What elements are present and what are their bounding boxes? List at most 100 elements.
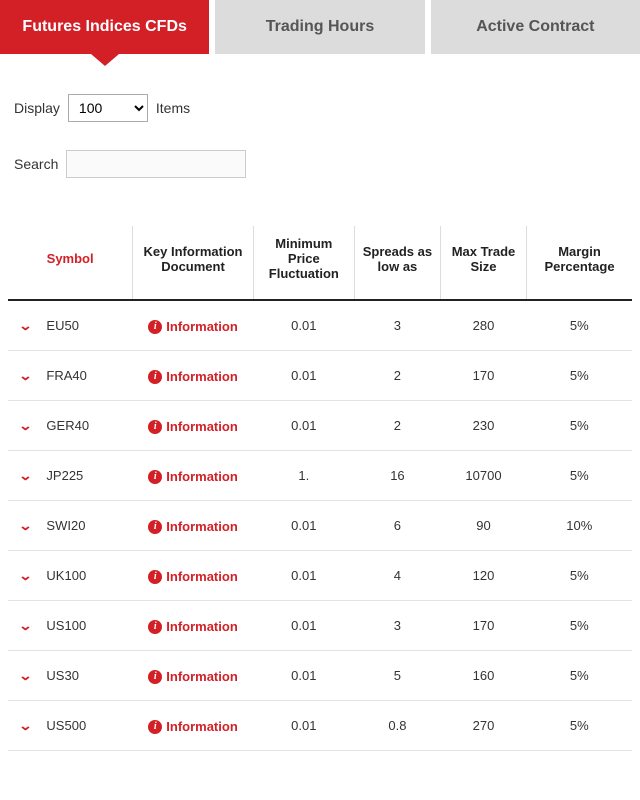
cell-symbol: FRA40 bbox=[42, 351, 132, 401]
tab-active-contract[interactable]: Active Contract bbox=[431, 0, 640, 54]
cell-spread: 2 bbox=[354, 351, 440, 401]
table-row: ⌄JP225iInformation1.16107005% bbox=[8, 451, 632, 501]
search-label: Search bbox=[14, 156, 58, 172]
col-symbol[interactable]: Symbol bbox=[8, 226, 133, 300]
information-link-label: Information bbox=[166, 469, 238, 484]
table-row: ⌄ FRA40 i Information 0.0121705% bbox=[8, 351, 632, 401]
information-link-label: Information bbox=[166, 719, 238, 734]
cell-min-fluct: 0.01 bbox=[253, 300, 354, 351]
information-link[interactable]: i Information bbox=[148, 519, 238, 534]
cell-max-trade: 230 bbox=[440, 401, 526, 451]
cell-kid: iInformation bbox=[133, 651, 253, 701]
chevron-down-icon[interactable]: ⌄ bbox=[18, 718, 32, 734]
information-link-label: Information bbox=[166, 569, 238, 584]
cell-symbol: US500 bbox=[42, 701, 132, 751]
cell-spread: 6 bbox=[354, 501, 440, 551]
col-kid[interactable]: Key Information Document bbox=[133, 226, 253, 300]
cell-spread: 3 bbox=[354, 300, 440, 351]
info-icon: i bbox=[148, 320, 162, 334]
info-icon: i bbox=[148, 370, 162, 384]
cell-max-trade: 120 bbox=[440, 551, 526, 601]
chevron-down-icon[interactable]: ⌄ bbox=[18, 568, 32, 584]
information-link-label: Information bbox=[166, 519, 238, 534]
cell-max-trade: 280 bbox=[440, 300, 526, 351]
cell-spread: 2 bbox=[354, 401, 440, 451]
information-link-label: Information bbox=[166, 319, 238, 334]
search-input[interactable] bbox=[66, 150, 246, 178]
cell-min-fluct: 0.01 bbox=[253, 351, 354, 401]
information-link[interactable]: i Information bbox=[148, 369, 238, 384]
information-link-label: Information bbox=[166, 669, 238, 684]
information-link[interactable]: iInformation bbox=[148, 669, 238, 684]
cell-max-trade: 10700 bbox=[440, 451, 526, 501]
cell-kid: i Information bbox=[133, 351, 253, 401]
cell-margin: 5% bbox=[527, 451, 632, 501]
chevron-down-icon[interactable]: ⌄ bbox=[18, 368, 32, 384]
information-link[interactable]: iInformation bbox=[148, 469, 238, 484]
chevron-down-icon[interactable]: ⌄ bbox=[18, 668, 32, 684]
cell-symbol: US30 bbox=[42, 651, 132, 701]
tab-futures-indices-cfds[interactable]: Futures Indices CFDs bbox=[0, 0, 209, 54]
cell-max-trade: 160 bbox=[440, 651, 526, 701]
cell-kid: i Information bbox=[133, 501, 253, 551]
cell-symbol: UK100 bbox=[42, 551, 132, 601]
cell-max-trade: 170 bbox=[440, 351, 526, 401]
cell-margin: 5% bbox=[527, 551, 632, 601]
info-icon: i bbox=[148, 620, 162, 634]
cell-kid: i Information bbox=[133, 300, 253, 351]
information-link[interactable]: iInformation bbox=[148, 419, 238, 434]
info-icon: i bbox=[148, 420, 162, 434]
cell-min-fluct: 0.01 bbox=[253, 501, 354, 551]
information-link[interactable]: i Information bbox=[148, 319, 238, 334]
table-row: ⌄ EU50 i Information 0.0132805% bbox=[8, 300, 632, 351]
cell-symbol: JP225 bbox=[42, 451, 132, 501]
cell-min-fluct: 0.01 bbox=[253, 401, 354, 451]
cell-max-trade: 90 bbox=[440, 501, 526, 551]
cell-symbol: GER40 bbox=[42, 401, 132, 451]
chevron-down-icon[interactable]: ⌄ bbox=[18, 468, 32, 484]
cell-symbol: EU50 bbox=[42, 300, 132, 351]
information-link[interactable]: i Information bbox=[148, 569, 238, 584]
col-max-trade[interactable]: Max Trade Size bbox=[440, 226, 526, 300]
cell-spread: 4 bbox=[354, 551, 440, 601]
table-row: ⌄UK100iInformation0.0141205% bbox=[8, 551, 632, 601]
tab-trading-hours[interactable]: Trading Hours bbox=[215, 0, 424, 54]
cell-min-fluct: 0.01 bbox=[253, 701, 354, 751]
cell-min-fluct: 0.01 bbox=[253, 601, 354, 651]
cell-spread: 3 bbox=[354, 601, 440, 651]
col-margin[interactable]: Margin Percentage bbox=[527, 226, 632, 300]
table-row: ⌄US30iInformation0.0151605% bbox=[8, 651, 632, 701]
info-icon: i bbox=[148, 720, 162, 734]
chevron-down-icon[interactable]: ⌄ bbox=[18, 618, 32, 634]
col-spread[interactable]: Spreads as low as bbox=[354, 226, 440, 300]
cell-kid: i Information bbox=[133, 551, 253, 601]
table-row: ⌄GER40iInformation0.0122305% bbox=[8, 401, 632, 451]
chevron-down-icon[interactable]: ⌄ bbox=[18, 318, 32, 334]
items-label: Items bbox=[156, 100, 190, 116]
cell-min-fluct: 0.01 bbox=[253, 651, 354, 701]
controls: Display 102550100 Items Search bbox=[0, 54, 640, 216]
cell-margin: 5% bbox=[527, 701, 632, 751]
table-row: ⌄ US500 i Information 0.010.82705% bbox=[8, 701, 632, 751]
col-min-fluct[interactable]: Minimum Price Fluctuation bbox=[253, 226, 354, 300]
info-icon: i bbox=[148, 570, 162, 584]
cell-symbol: US100 bbox=[42, 601, 132, 651]
cell-kid: iInformation bbox=[133, 401, 253, 451]
cell-margin: 5% bbox=[527, 351, 632, 401]
info-icon: i bbox=[148, 520, 162, 534]
cell-margin: 10% bbox=[527, 501, 632, 551]
chevron-down-icon[interactable]: ⌄ bbox=[18, 418, 32, 434]
items-per-page-select[interactable]: 102550100 bbox=[68, 94, 148, 122]
tabs-bar: Futures Indices CFDs Trading Hours Activ… bbox=[0, 0, 640, 54]
display-label: Display bbox=[14, 100, 60, 116]
cell-max-trade: 270 bbox=[440, 701, 526, 751]
cell-kid: iInformation bbox=[133, 601, 253, 651]
cell-spread: 5 bbox=[354, 651, 440, 701]
chevron-down-icon[interactable]: ⌄ bbox=[18, 518, 32, 534]
information-link-label: Information bbox=[166, 369, 238, 384]
information-link[interactable]: iInformation bbox=[148, 619, 238, 634]
cell-spread: 0.8 bbox=[354, 701, 440, 751]
cell-margin: 5% bbox=[527, 300, 632, 351]
table-row: ⌄US100iInformation0.0131705% bbox=[8, 601, 632, 651]
information-link[interactable]: i Information bbox=[148, 719, 238, 734]
